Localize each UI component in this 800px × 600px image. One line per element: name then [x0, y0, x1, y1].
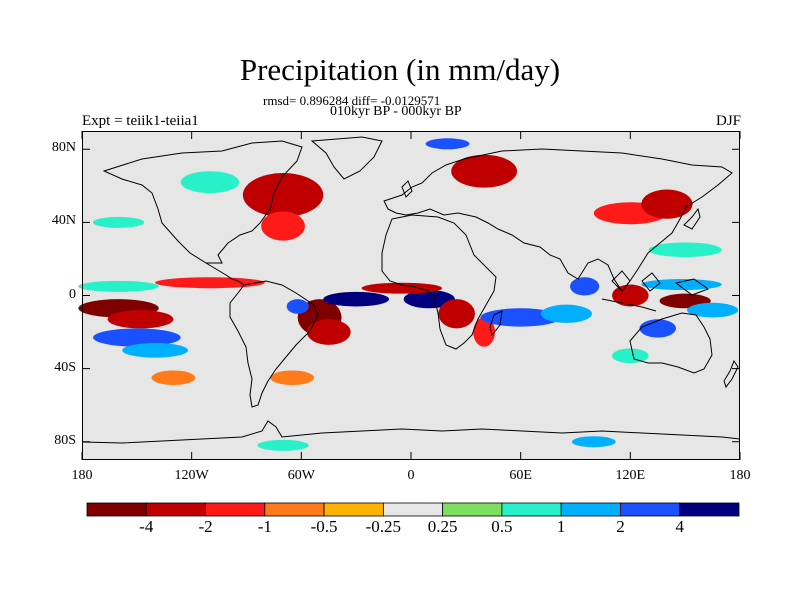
- colorbar-swatch: [86, 502, 147, 517]
- longitude-tick-label: 180: [729, 468, 751, 483]
- anomaly-patch: [639, 319, 677, 338]
- latitude-tick-label: 80S: [54, 432, 76, 448]
- axis-ticks: [81, 131, 741, 460]
- anomaly-patch: [641, 279, 722, 291]
- coastline-british-isles: [401, 180, 413, 198]
- colorbar-label: 4: [675, 517, 684, 536]
- longitude-tick-label: 120W: [174, 468, 209, 483]
- anomaly-patch: [571, 436, 616, 448]
- anomaly-patch: [403, 290, 455, 309]
- coastline-south-america: [229, 280, 319, 408]
- colorbar-label: -0.25: [365, 517, 402, 536]
- anomaly-patch: [425, 138, 470, 150]
- anomaly-patch: [242, 173, 324, 217]
- coastline-australia: [629, 312, 713, 374]
- anomaly-patch: [361, 282, 443, 294]
- colorbar-swatch: [501, 502, 562, 517]
- coastline-central-america: [205, 262, 245, 286]
- latitude-tick-label: 0: [69, 286, 76, 302]
- anomaly-patch: [155, 277, 265, 289]
- anomaly-patch: [286, 299, 309, 314]
- colorbar-swatch: [264, 502, 325, 517]
- anomaly-patch: [323, 291, 390, 307]
- colorbar-label: -4: [139, 517, 154, 536]
- anomaly-patch: [107, 310, 174, 329]
- latitude-tick-label: 40S: [54, 359, 76, 375]
- colorbar-label: 0.25: [427, 517, 458, 536]
- anomaly-patch: [92, 216, 145, 228]
- coastlines: [81, 136, 741, 444]
- plot-title: Precipitation (in mm/day): [239, 52, 561, 87]
- experiment-label: Expt = teiik1-teiia1: [82, 113, 199, 129]
- anomaly-patch: [306, 319, 351, 345]
- longitude-tick-label: 120E: [615, 468, 646, 483]
- coastline-new-zealand: [723, 359, 739, 389]
- anomaly-patch: [612, 348, 649, 364]
- anomaly-patch: [473, 317, 496, 347]
- coastline-maritime-continent: [601, 270, 710, 312]
- longitude-tick-label: 180: [71, 468, 93, 483]
- coastline-madagascar: [489, 310, 503, 337]
- anomaly-patch: [641, 189, 693, 219]
- anomaly-field: [78, 131, 740, 460]
- anomaly-patch: [78, 280, 159, 292]
- anomaly-patch: [261, 211, 305, 241]
- longitude-tick-label: 0: [407, 468, 415, 483]
- longitude-tick-label: 60W: [287, 468, 315, 483]
- statistics-line: rmsd= 0.896284 diff= -0.0129571: [263, 93, 441, 108]
- coastline-africa: [381, 214, 497, 350]
- longitude-tick-label: 60E: [509, 468, 532, 483]
- latitude-tick-label: 40N: [51, 213, 76, 229]
- anomaly-patch: [180, 171, 240, 194]
- anomaly-patch: [92, 328, 181, 347]
- anomaly-patch: [151, 370, 196, 386]
- colorbar-label: 1: [556, 517, 566, 536]
- colorbar-swatch: [679, 502, 740, 517]
- anomaly-patch: [451, 154, 518, 188]
- anomaly-patch: [270, 370, 315, 386]
- coastline-antarctica: [81, 420, 741, 444]
- anomaly-patch: [257, 439, 309, 451]
- coastline-greenland: [310, 136, 383, 180]
- precipitation-map: [78, 131, 741, 460]
- latitude-tick-label: 80N: [51, 140, 76, 156]
- period-label: 010kyr BP - 000kyr BP: [330, 104, 462, 119]
- colorbar: [86, 502, 740, 517]
- colorbar-swatch: [145, 502, 206, 517]
- colorbar-swatch: [620, 502, 681, 517]
- anomaly-patch: [540, 304, 592, 323]
- colorbar-label: -2: [198, 517, 213, 536]
- coastline-japan: [683, 207, 701, 230]
- colorbar-swatch: [205, 502, 266, 517]
- anomaly-patch: [570, 277, 600, 296]
- colorbar-swatch: [382, 502, 444, 517]
- colorbar-swatch: [442, 502, 503, 517]
- colorbar-label: -0.5: [310, 517, 338, 536]
- coastline-north-america: [102, 140, 303, 264]
- anomaly-patch: [438, 299, 475, 329]
- anomaly-patch: [122, 343, 189, 358]
- colorbar-label: 2: [616, 517, 625, 536]
- anomaly-patch: [648, 242, 722, 258]
- colorbar-label: -1: [257, 517, 272, 536]
- colorbar-swatch: [323, 502, 384, 517]
- anomaly-patch: [612, 284, 649, 307]
- anomaly-patch: [686, 302, 739, 318]
- season-label: DJF: [715, 113, 741, 129]
- colorbar-label: 0.5: [491, 517, 513, 536]
- colorbar-swatch: [560, 502, 621, 517]
